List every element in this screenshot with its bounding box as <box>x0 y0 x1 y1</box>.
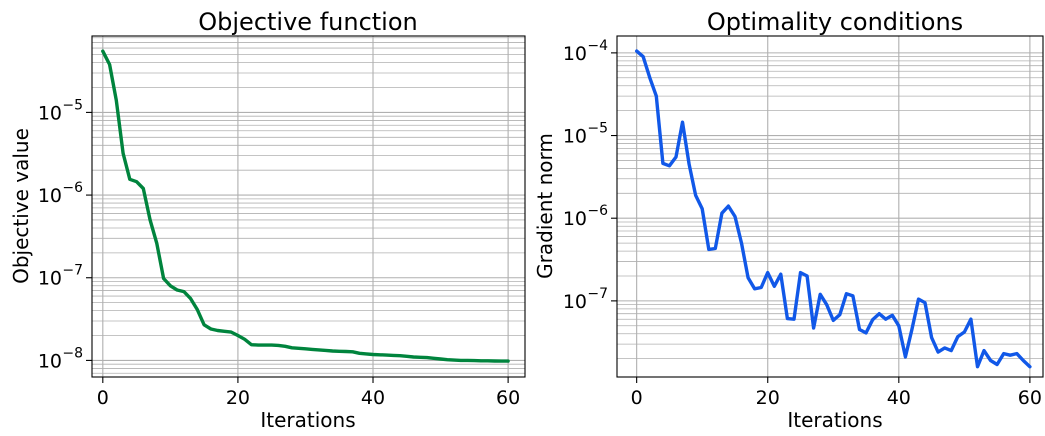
optimality-plot-area <box>616 35 1044 378</box>
objective-y-tick-label: 10 <box>38 185 62 207</box>
objective-x-tick-label: 60 <box>496 387 520 409</box>
objective-grid <box>92 36 525 377</box>
optimality-panel: Optimality conditions 10 −710 −610 −510 −40 2… <box>533 8 1044 432</box>
optimality-y-tick-exponent: −4 <box>587 38 608 54</box>
optimality-x-axis-label: Iterations <box>787 408 882 432</box>
objective-title: Objective function <box>198 8 417 36</box>
optimality-series <box>635 49 1032 369</box>
objective-ticks: 10 −810 −710 −610 −50 20 40 60 <box>38 97 520 409</box>
objective-y-tick-label: 10 <box>38 102 62 124</box>
optimality-x-tick-label: 60 <box>1018 387 1042 409</box>
optimality-y-tick-exponent: −5 <box>587 121 608 137</box>
optimality-y-tick-exponent: −7 <box>587 286 608 302</box>
objective-x-tick-label: 40 <box>361 387 385 409</box>
objective-y-tick-exponent: −5 <box>62 97 83 113</box>
objective-y-axis-label: Objective value <box>9 128 33 284</box>
optimality-grid <box>617 36 1043 377</box>
objective-y-tick-label: 10 <box>38 350 62 372</box>
objective-y-tick-label: 10 <box>38 268 62 290</box>
objective-plot-area <box>91 35 526 378</box>
optimality-x-tick-label: 20 <box>756 387 780 409</box>
optimality-x-tick-label: 40 <box>887 387 911 409</box>
objective-y-tick-exponent: −6 <box>62 180 83 196</box>
optimality-y-tick-exponent: −6 <box>587 203 608 219</box>
objective-x-tick-label: 20 <box>226 387 250 409</box>
optimality-y-tick-label: 10 <box>563 126 587 148</box>
objective-y-tick-exponent: −7 <box>62 263 83 279</box>
optimality-series-line <box>635 49 1032 369</box>
optimality-y-axis-label: Gradient norm <box>533 133 557 279</box>
objective-panel: Objective function 10 −810 −710 −610 −50 20 40… <box>9 8 526 432</box>
optimality-ticks: 10 −710 −610 −510 −40 20 40 60 <box>563 38 1042 409</box>
optimality-title: Optimality conditions <box>707 8 963 36</box>
optimality-y-tick-label: 10 <box>563 208 587 230</box>
objective-series <box>101 49 510 363</box>
objective-y-tick-exponent: −8 <box>62 345 83 361</box>
objective-x-axis-label: Iterations <box>260 408 355 432</box>
optimality-x-tick-label: 0 <box>631 387 643 409</box>
objective-x-tick-label: 0 <box>97 387 109 409</box>
objective-series-line <box>101 49 510 363</box>
optimality-y-tick-label: 10 <box>563 43 587 65</box>
optimality-y-tick-label: 10 <box>563 291 587 313</box>
